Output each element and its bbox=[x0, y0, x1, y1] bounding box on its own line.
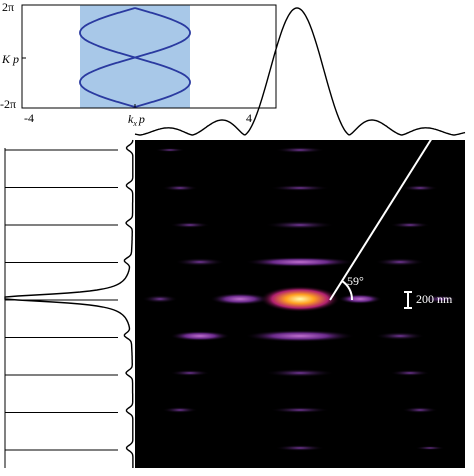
angle-label: 59° bbox=[347, 274, 364, 288]
spot bbox=[275, 147, 325, 153]
inset-frame bbox=[21, 4, 277, 109]
spot bbox=[265, 369, 335, 377]
spot bbox=[210, 293, 270, 305]
top-profile bbox=[134, 7, 466, 136]
spot bbox=[245, 330, 355, 342]
spot bbox=[402, 407, 438, 413]
band-region bbox=[80, 5, 190, 108]
spot bbox=[265, 221, 335, 229]
band-curve bbox=[79, 7, 191, 108]
spot bbox=[375, 258, 425, 266]
spot bbox=[375, 332, 425, 340]
spot bbox=[390, 370, 430, 376]
y-axis-label: K p bbox=[1, 52, 19, 66]
spot bbox=[155, 148, 185, 152]
spot bbox=[175, 258, 225, 266]
spot bbox=[338, 294, 382, 304]
spot bbox=[170, 331, 230, 341]
x-tick-label: -4 bbox=[24, 111, 34, 125]
spot bbox=[390, 222, 430, 228]
spot bbox=[162, 185, 198, 191]
spot bbox=[270, 185, 330, 191]
x-label-rest: p bbox=[138, 112, 145, 126]
spot bbox=[162, 407, 198, 413]
y-tick-label: 2π bbox=[2, 0, 14, 14]
angle-line bbox=[329, 137, 433, 301]
x-axis-label: kx p bbox=[128, 112, 145, 128]
spot bbox=[422, 295, 458, 303]
spot bbox=[275, 445, 325, 451]
x-tick-label: 4 bbox=[246, 111, 252, 125]
x-label-sub: x bbox=[132, 119, 137, 128]
blobs bbox=[142, 147, 458, 451]
scale-label: 200 nm bbox=[416, 292, 453, 306]
spot bbox=[245, 257, 355, 267]
central-spot bbox=[260, 286, 340, 312]
spot bbox=[170, 370, 210, 376]
left-profile-group bbox=[4, 139, 134, 468]
spot bbox=[170, 222, 210, 228]
spot bbox=[270, 407, 330, 413]
spot bbox=[402, 185, 438, 191]
y-tick-label: -2π bbox=[0, 97, 16, 111]
spot bbox=[142, 295, 178, 303]
x-label-base: k bbox=[128, 112, 134, 126]
left-profile bbox=[4, 139, 134, 468]
scale-bar bbox=[404, 291, 412, 309]
spot bbox=[415, 446, 445, 450]
angle-arc bbox=[341, 280, 354, 301]
